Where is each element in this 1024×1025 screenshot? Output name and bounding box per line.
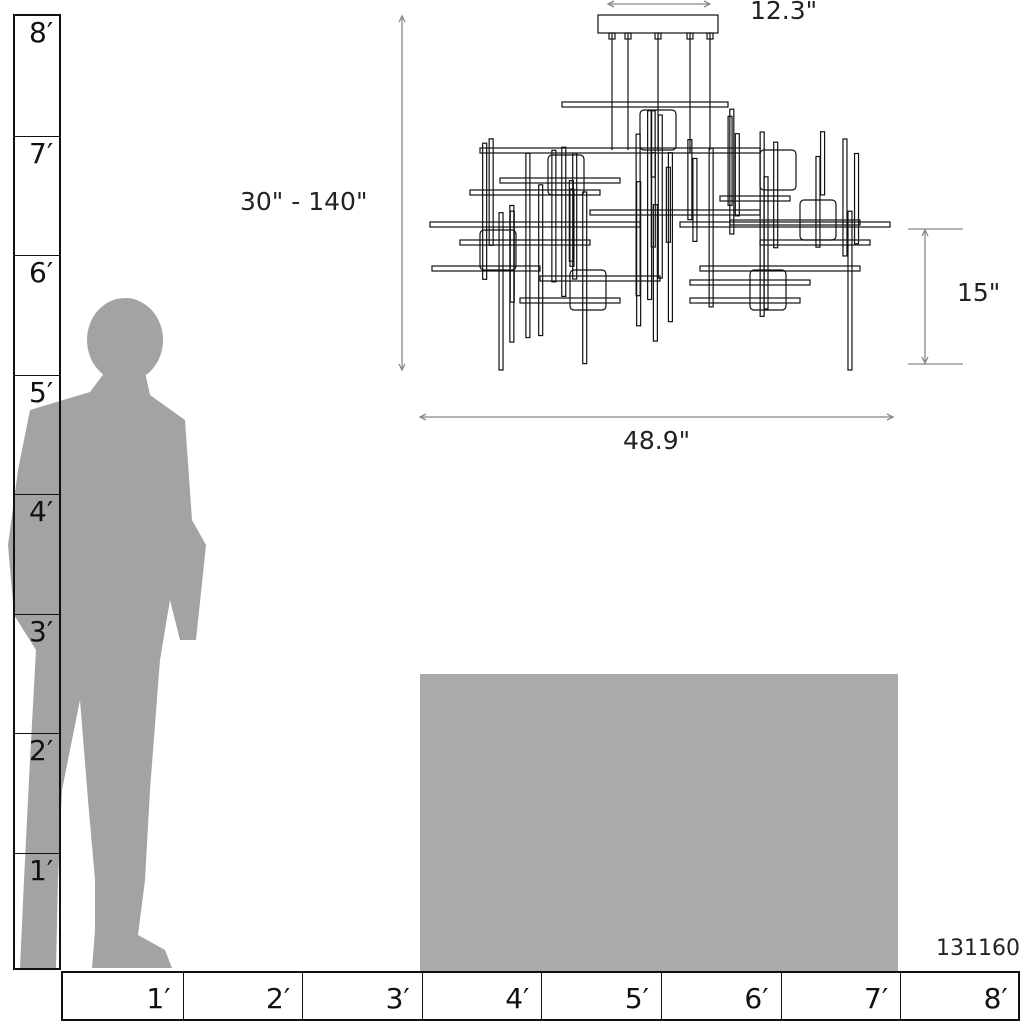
horizontal-width-ruler: 1′ 2′ 3′ 4′ 5′ 6′ 7′ 8′ xyxy=(61,971,1020,1021)
fixture-width-label: 48.9" xyxy=(623,426,691,455)
width-mark: 3′ xyxy=(302,973,422,1019)
height-mark: 4′ xyxy=(15,494,59,614)
height-mark: 2′ xyxy=(15,733,59,853)
width-mark: 5′ xyxy=(541,973,661,1019)
height-mark: 8′ xyxy=(29,16,54,49)
width-mark: 8′ xyxy=(900,973,1020,1019)
fixture-height-label: 15" xyxy=(957,278,1001,307)
height-mark: 7′ xyxy=(15,135,59,256)
width-mark: 4′ xyxy=(421,973,542,1019)
person-silhouette xyxy=(8,298,206,968)
height-mark: 6′ xyxy=(15,255,59,375)
height-range-label: 30" - 140" xyxy=(240,187,368,216)
canopy-width-label: 12.3" xyxy=(750,0,818,25)
height-mark: 3′ xyxy=(15,613,59,734)
table-block xyxy=(420,674,898,972)
width-mark: 6′ xyxy=(661,973,781,1019)
height-mark: 1′ xyxy=(15,852,59,973)
vertical-height-ruler: 8′ 7′ 6′ 5′ 4′ 3′ 2′ 1′ xyxy=(13,14,61,970)
height-mark: 5′ xyxy=(15,374,59,495)
dimension-lines xyxy=(398,0,963,421)
width-mark: 2′ xyxy=(182,973,303,1019)
chandelier-drawing xyxy=(429,14,891,371)
width-mark: 7′ xyxy=(780,973,901,1019)
model-number: 131160 xyxy=(936,936,1020,961)
width-mark: 1′ xyxy=(146,982,171,1015)
